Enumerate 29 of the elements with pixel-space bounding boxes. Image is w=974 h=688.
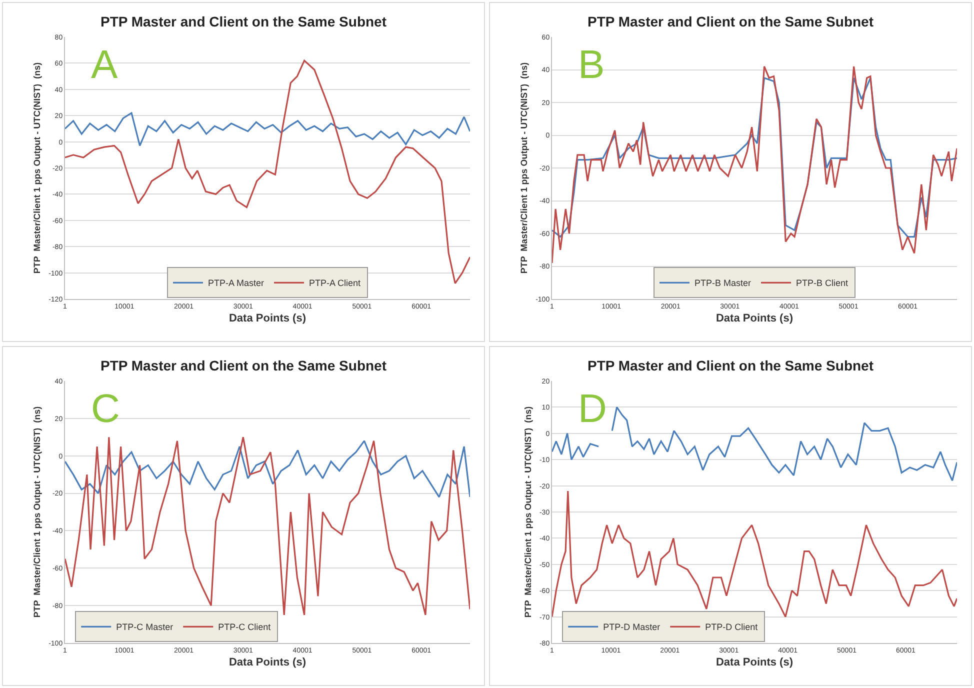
y-axis-title: PTP Master/Client 1 pps Output - UTC(NIST) (ns) [32,406,42,618]
legend-label: PTP-D Master [603,622,660,632]
annotation: B [578,43,605,87]
annotation: C [91,387,120,431]
x-axis-title: Data Points (s) [228,312,306,325]
y-axis-title: PTP Master/Client 1 pps Output - UTC(NIST) (ns) [32,62,42,274]
line-series [552,490,957,618]
x-axis-title: Data Points (s) [716,656,794,669]
chart-title: PTP Master and Client on the Same Subnet [587,357,874,374]
chart-title: PTP Master and Client on the Same Subnet [100,357,387,374]
line-series [552,77,957,238]
y-axis-title: PTP Master/Client 1 pps Output - UTC(NIST) (ns) [522,406,533,618]
x-axis-title: Data Points (s) [228,656,306,669]
legend-label: PTP-A Master [208,278,264,288]
x-axis-title: Data Points (s) [716,312,794,325]
y-axis-title: PTP Master/Client 1 pps Output - UTC(NIST) (ns) [518,62,529,274]
legend-label: PTP-D Client [705,622,758,632]
line-series [65,112,470,147]
chart-title: PTP Master and Client on the Same Subnet [100,13,387,30]
legend-label: PTP-B Client [796,278,849,288]
legend-label: PTP-C Client [218,622,272,632]
legend-label: PTP-C Master [116,622,174,632]
annotation: A [91,43,118,87]
annotation: D [578,387,607,431]
chart-title: PTP Master and Client on the Same Subnet [587,13,874,30]
line-series [65,436,470,616]
line-series [65,440,470,498]
legend-label: PTP-B Master [694,278,752,288]
legend-label: PTP-A Client [309,278,362,288]
